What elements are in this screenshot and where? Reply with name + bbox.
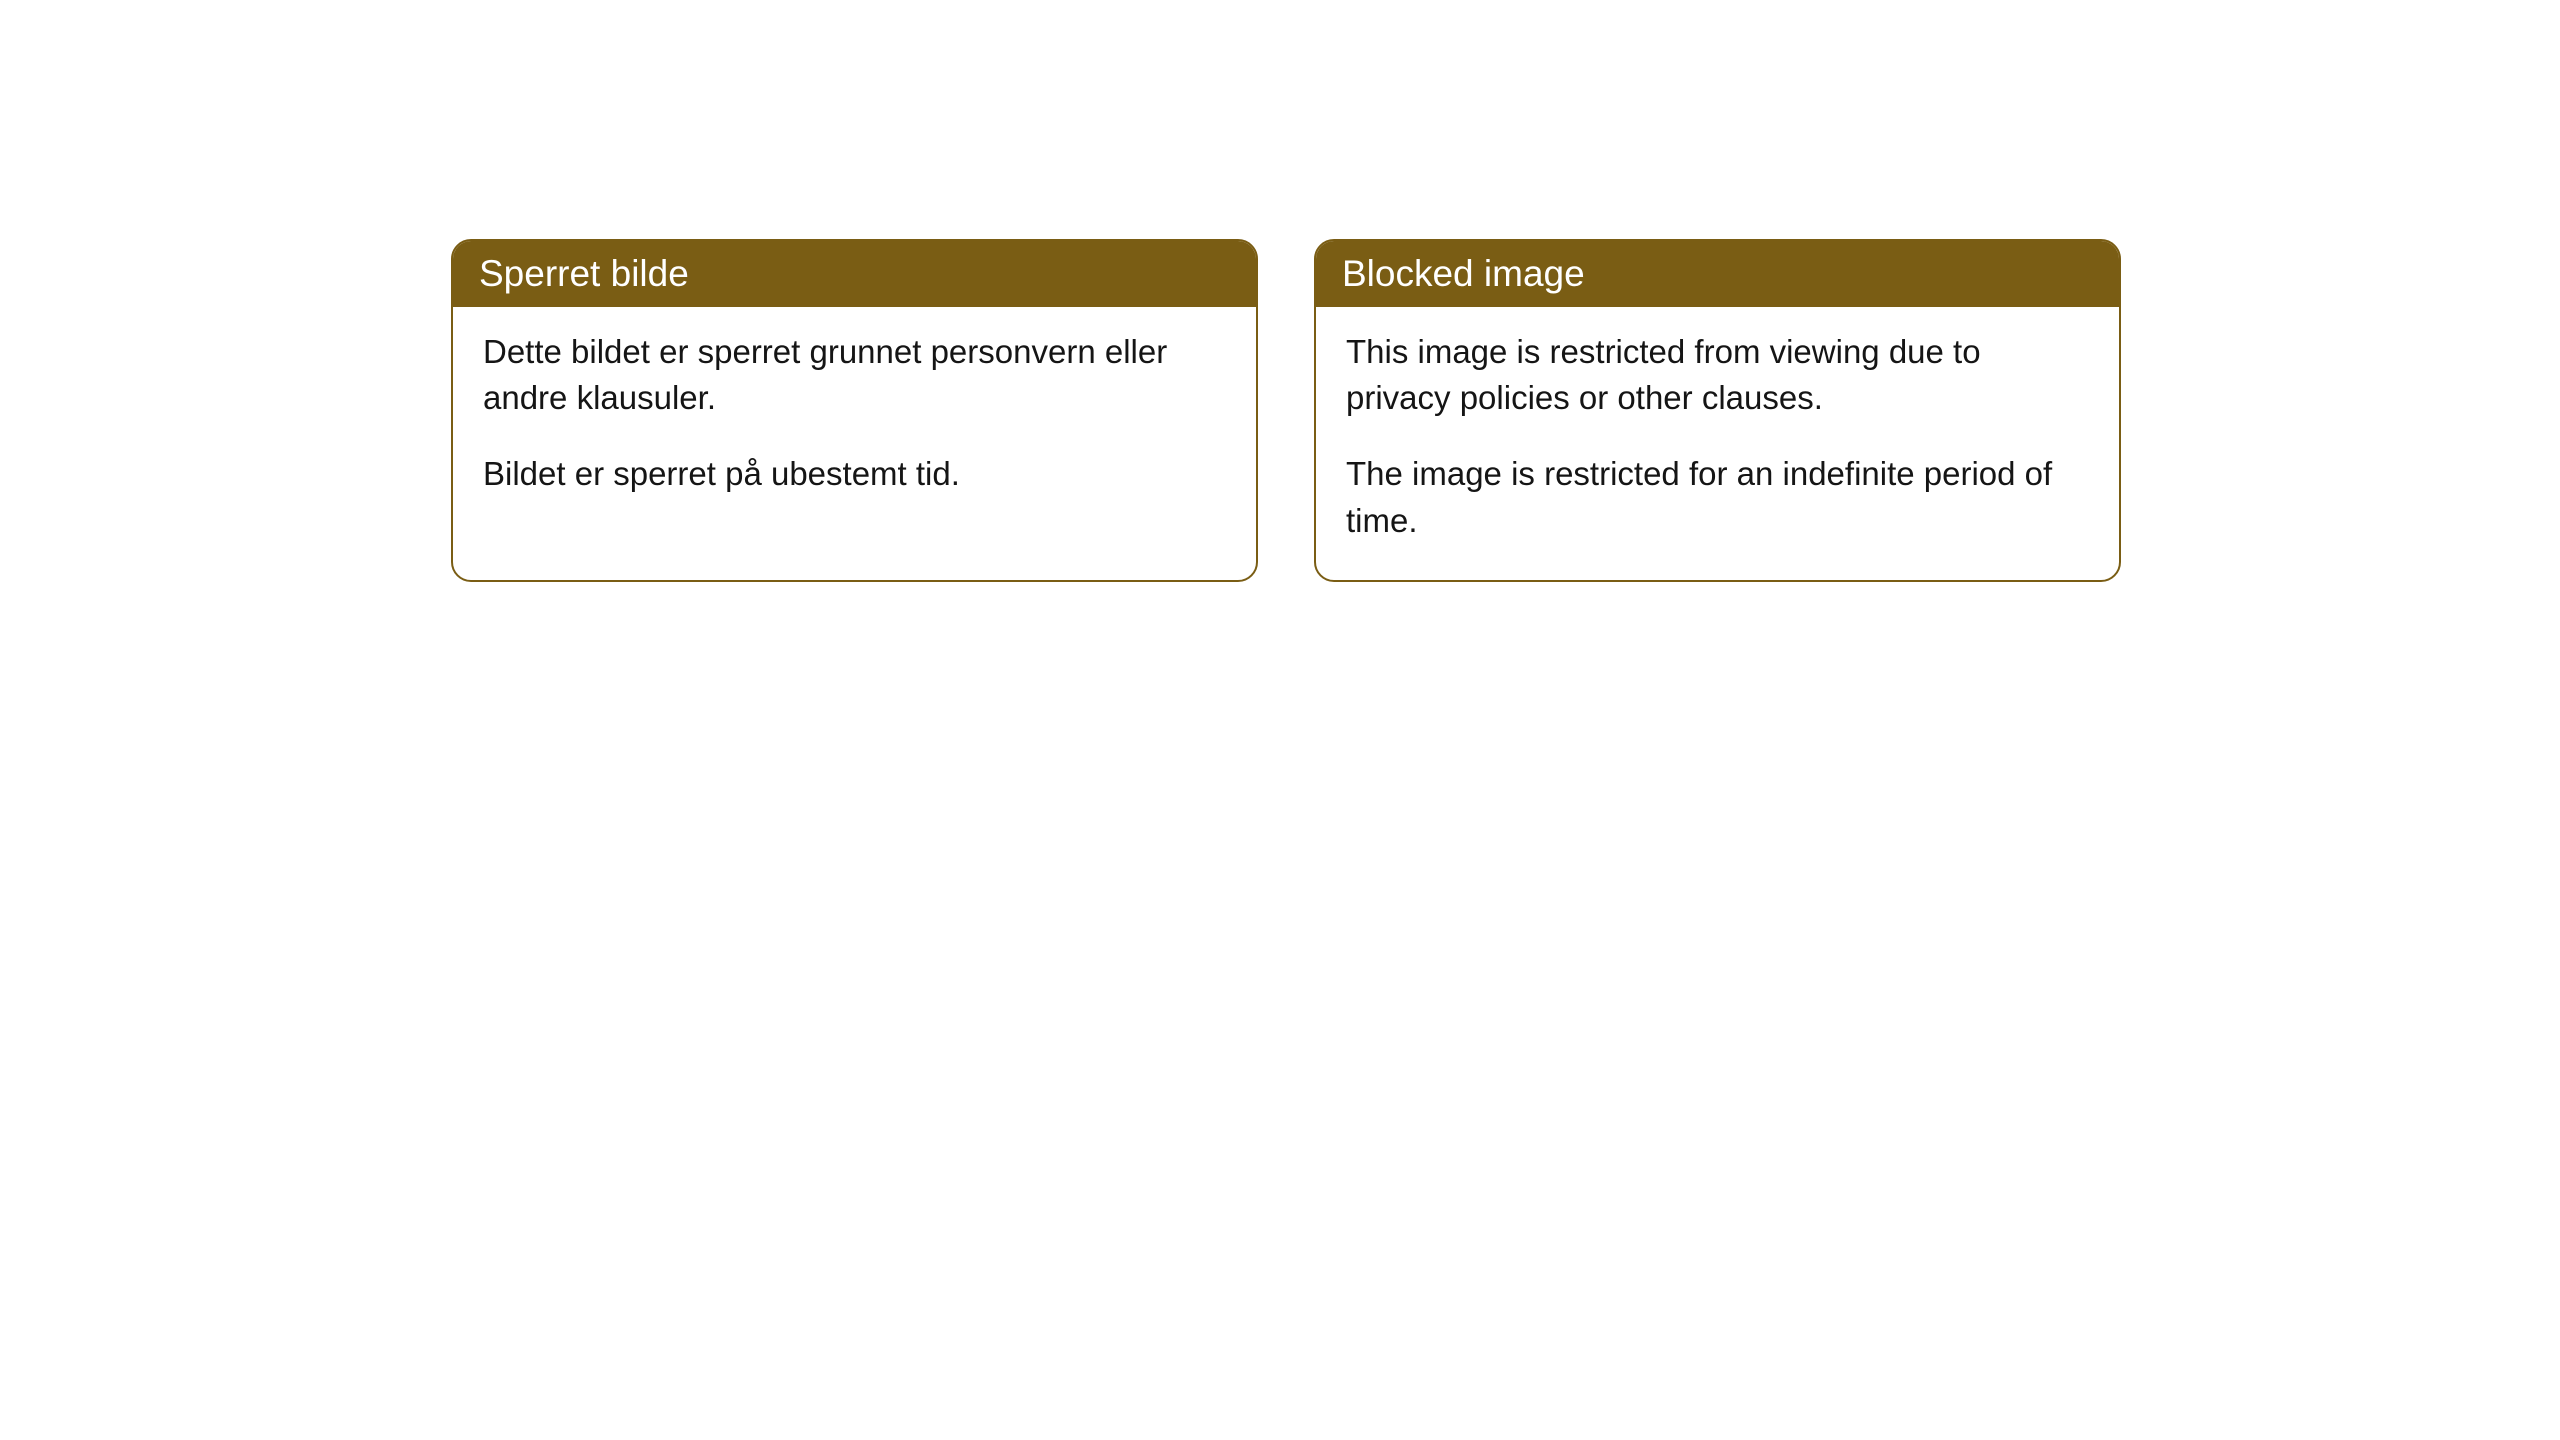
- card-paragraph: The image is restricted for an indefinit…: [1346, 451, 2089, 543]
- notice-card-norwegian: Sperret bilde Dette bildet er sperret gr…: [451, 239, 1258, 582]
- card-paragraph: This image is restricted from viewing du…: [1346, 329, 2089, 421]
- card-body: This image is restricted from viewing du…: [1316, 307, 2119, 580]
- notice-cards-container: Sperret bilde Dette bildet er sperret gr…: [451, 239, 2121, 582]
- card-header: Blocked image: [1316, 241, 2119, 307]
- card-title: Sperret bilde: [479, 253, 689, 294]
- card-title: Blocked image: [1342, 253, 1585, 294]
- card-paragraph: Bildet er sperret på ubestemt tid.: [483, 451, 1226, 497]
- notice-card-english: Blocked image This image is restricted f…: [1314, 239, 2121, 582]
- card-paragraph: Dette bildet er sperret grunnet personve…: [483, 329, 1226, 421]
- card-header: Sperret bilde: [453, 241, 1256, 307]
- card-body: Dette bildet er sperret grunnet personve…: [453, 307, 1256, 534]
